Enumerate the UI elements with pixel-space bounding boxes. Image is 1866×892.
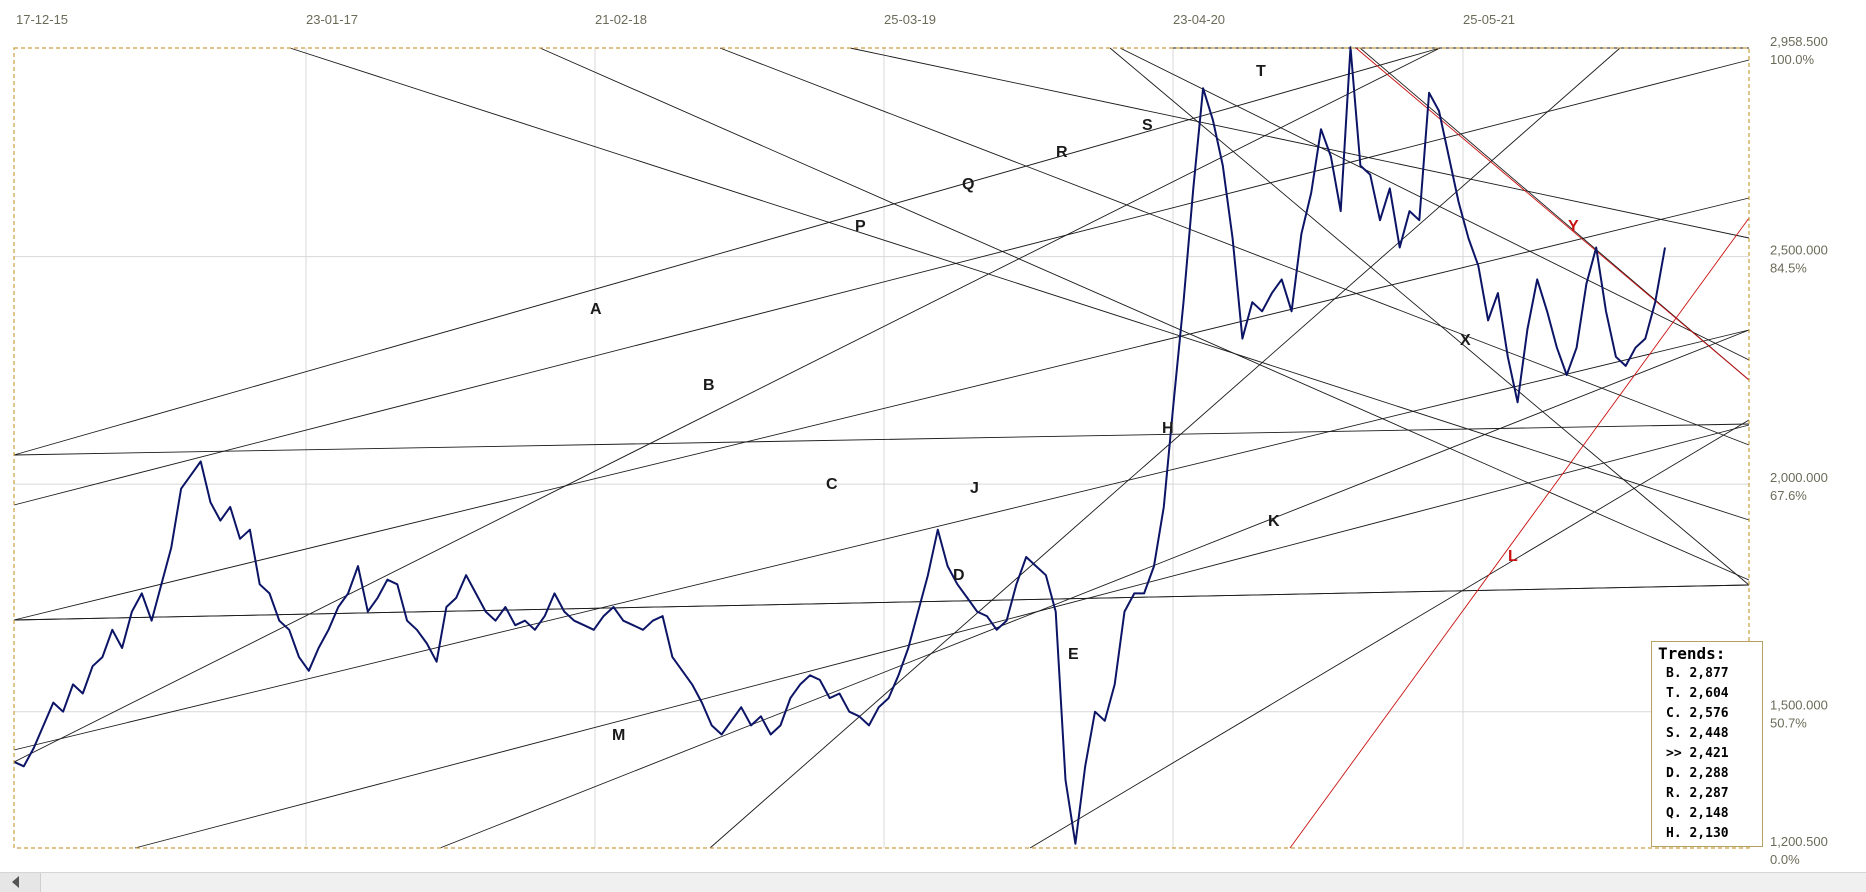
trend-line bbox=[13, 47, 1441, 456]
legend-row: S. 2,448 bbox=[1658, 724, 1756, 744]
legend-row: R. 2,287 bbox=[1658, 784, 1756, 804]
legend-title: Trends: bbox=[1658, 644, 1726, 663]
y-tick-percent: 0.0% bbox=[1770, 852, 1800, 867]
legend-value: 2,877 bbox=[1689, 666, 1729, 681]
trend-line-red bbox=[1355, 47, 1750, 381]
trend-label-s: S bbox=[1142, 117, 1153, 134]
trend-lines bbox=[13, 47, 1750, 849]
legend-key: >> bbox=[1666, 746, 1682, 761]
trend-label-x: X bbox=[1460, 332, 1471, 349]
trend-line bbox=[13, 584, 1750, 621]
y-tick-label: 1,500.000 bbox=[1770, 698, 1828, 713]
scroll-left-button[interactable] bbox=[0, 873, 41, 892]
legend-key: D. bbox=[1666, 766, 1682, 781]
y-axis-ticks: 2,958.500 100.0% 2,500.000 84.5% 2,000.000 67… bbox=[1770, 34, 1828, 867]
x-tick-label: 25-03-19 bbox=[884, 12, 936, 27]
trend-label-c: C bbox=[826, 476, 838, 493]
legend-row: B. 2,877 bbox=[1658, 664, 1756, 684]
legend-row: >> 2,421 bbox=[1658, 744, 1756, 764]
trend-line bbox=[13, 197, 1750, 621]
trend-line bbox=[289, 47, 1750, 521]
legend-key: Q. bbox=[1666, 806, 1682, 821]
legend-key: H. bbox=[1666, 826, 1682, 841]
x-tick-label: 21-02-18 bbox=[595, 12, 647, 27]
x-tick-label: 25-05-21 bbox=[1463, 12, 1515, 27]
legend-value: 2,148 bbox=[1689, 806, 1729, 821]
trend-line bbox=[709, 47, 1621, 849]
trend-label-j: J bbox=[970, 480, 979, 497]
trend-line bbox=[539, 47, 1750, 581]
trend-label-r: R bbox=[1056, 144, 1068, 161]
legend-value: 2,448 bbox=[1689, 726, 1729, 741]
legend-row: T. 2,604 bbox=[1658, 684, 1756, 704]
x-axis-ticks: 17-12-15 23-01-17 21-02-18 25-03-19 23-04-20… bbox=[16, 12, 1515, 27]
x-tick-label: 17-12-15 bbox=[16, 12, 68, 27]
legend-key: R. bbox=[1666, 786, 1682, 801]
y-tick-percent: 50.7% bbox=[1770, 716, 1807, 731]
trend-label-q: Q bbox=[962, 176, 974, 193]
chart: 17-12-15 23-01-17 21-02-18 25-03-19 23-04-20… bbox=[13, 12, 1828, 867]
legend-row: C. 2,576 bbox=[1658, 704, 1756, 724]
y-tick-percent: 67.6% bbox=[1770, 488, 1807, 503]
y-tick-label: 1,200.500 bbox=[1770, 834, 1828, 849]
trend-line-red bbox=[1289, 217, 1750, 849]
trend-line bbox=[134, 424, 1750, 849]
y-tick-label: 2,958.500 bbox=[1770, 34, 1828, 49]
grid-lines bbox=[14, 48, 1749, 848]
legend-value: 2,604 bbox=[1689, 686, 1729, 701]
trend-label-k: K bbox=[1268, 513, 1280, 530]
trend-line bbox=[1109, 47, 1750, 586]
trend-line-labels: A B C D E H J K M P Q R S T X Y L bbox=[590, 63, 1579, 744]
legend-row: Q. 2,148 bbox=[1658, 804, 1756, 824]
x-tick-label: 23-04-20 bbox=[1173, 12, 1225, 27]
legend-row: H. 2,130 bbox=[1658, 824, 1756, 844]
trend-line bbox=[849, 47, 1750, 239]
trend-line bbox=[13, 47, 1441, 763]
legend-key: S. bbox=[1666, 726, 1682, 741]
y-tick-percent: 100.0% bbox=[1770, 52, 1815, 67]
trend-label-t: T bbox=[1256, 63, 1266, 80]
legend-value: 2,130 bbox=[1689, 826, 1729, 841]
trend-line bbox=[13, 423, 1750, 456]
trend-label-d: D bbox=[953, 567, 965, 584]
left-arrow-icon bbox=[12, 876, 19, 888]
legend-row: D. 2,288 bbox=[1658, 764, 1756, 784]
y-tick-label: 2,500.000 bbox=[1770, 243, 1828, 258]
trend-line bbox=[1029, 419, 1750, 849]
trend-line bbox=[13, 59, 1750, 506]
trend-label-m: M bbox=[612, 727, 625, 744]
y-tick-percent: 84.5% bbox=[1770, 261, 1807, 276]
legend-value: 2,287 bbox=[1689, 786, 1729, 801]
price-series bbox=[13, 46, 1666, 845]
trends-legend: Trends: B. 2,877 T. 2,604 C. 2,576 S. 2,448… bbox=[1651, 641, 1763, 847]
trend-line bbox=[1119, 47, 1750, 361]
legend-value: 2,576 bbox=[1689, 706, 1729, 721]
trend-label-b: B bbox=[703, 377, 715, 394]
trend-label-l: L bbox=[1508, 548, 1518, 565]
legend-key: C. bbox=[1666, 706, 1682, 721]
x-tick-label: 23-01-17 bbox=[306, 12, 358, 27]
legend-key: B. bbox=[1666, 666, 1682, 681]
trend-label-e: E bbox=[1068, 646, 1079, 663]
trend-label-p: P bbox=[855, 218, 866, 235]
legend-value: 2,421 bbox=[1689, 746, 1729, 761]
legend-key: T. bbox=[1666, 686, 1682, 701]
horizontal-scrollbar[interactable] bbox=[0, 872, 1866, 892]
trend-label-y: Y bbox=[1568, 218, 1579, 235]
trend-label-a: A bbox=[590, 301, 602, 318]
plot-frame bbox=[13, 47, 1750, 849]
trend-line bbox=[439, 329, 1750, 849]
trend-line bbox=[13, 329, 1750, 751]
trend-line bbox=[719, 47, 1750, 446]
trend-label-h: H bbox=[1162, 420, 1174, 437]
legend-value: 2,288 bbox=[1689, 766, 1729, 781]
price-line bbox=[13, 46, 1666, 845]
y-tick-label: 2,000.000 bbox=[1770, 470, 1828, 485]
